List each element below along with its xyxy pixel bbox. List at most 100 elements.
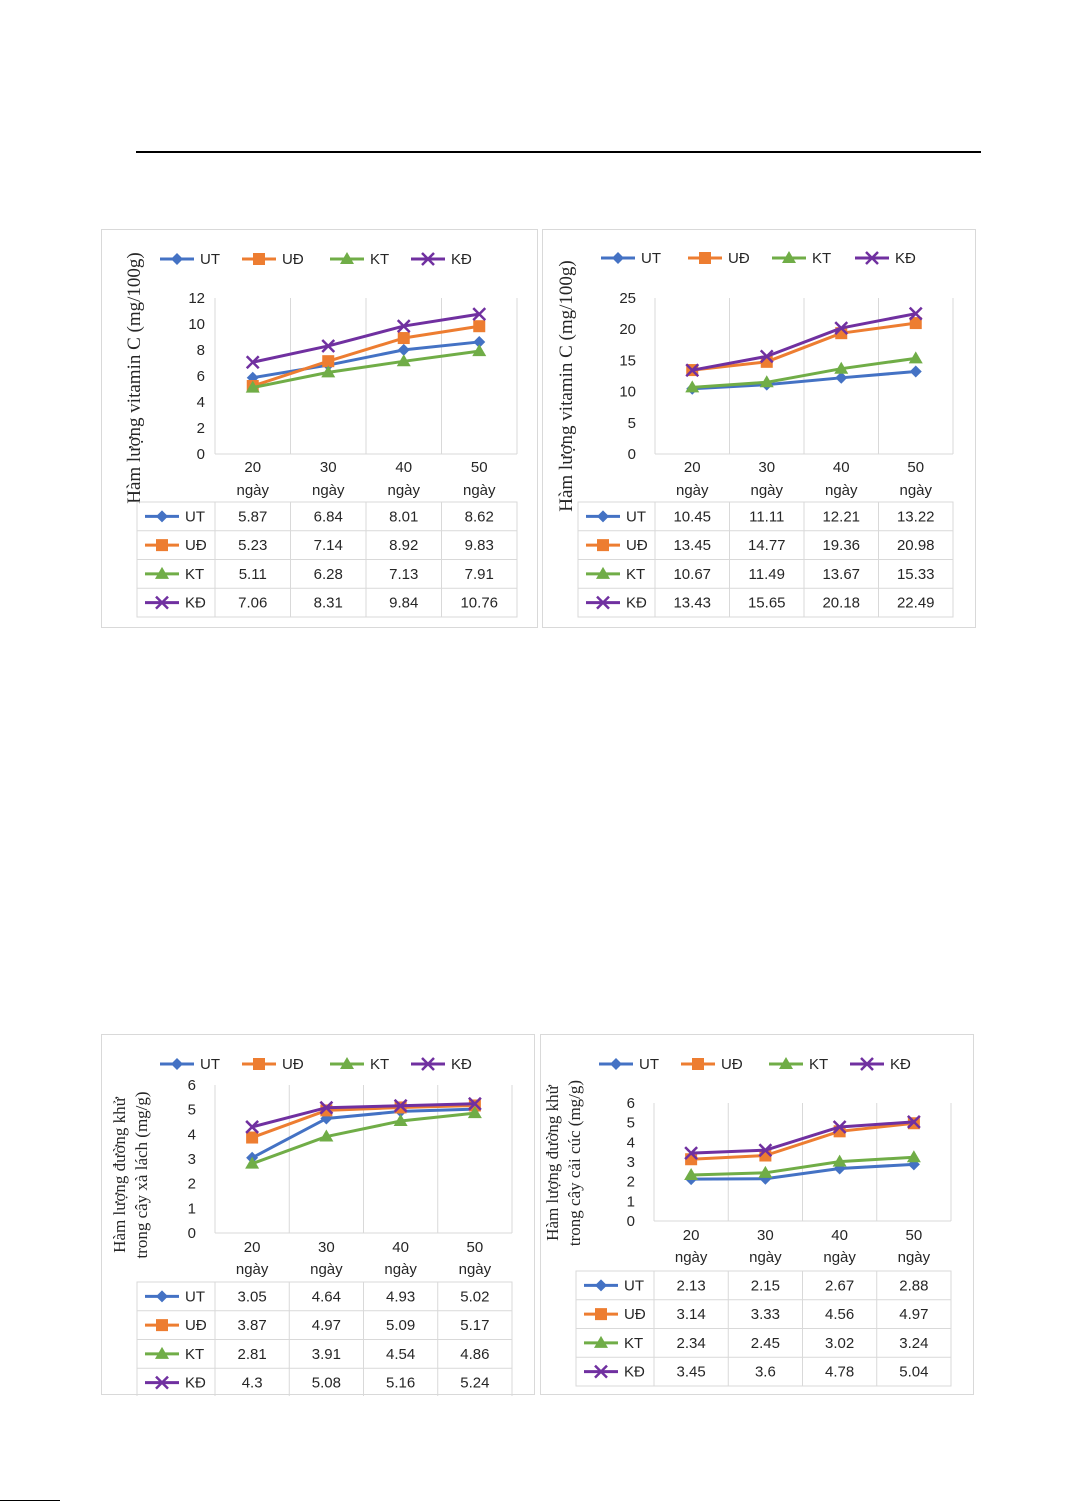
x-tick-label: 30: [757, 1227, 774, 1244]
legend-label: KĐ: [890, 1056, 911, 1073]
series-line-UĐ: [252, 324, 480, 388]
legend-item: UĐ: [242, 251, 304, 268]
legend-label: KĐ: [451, 251, 472, 268]
table-cell: 7.91: [465, 566, 494, 583]
x-tick-label: 50: [471, 459, 488, 476]
series-line-KT: [691, 1155, 914, 1177]
data-point: [322, 355, 335, 368]
legend-label: KĐ: [895, 250, 916, 267]
data-point: [473, 335, 486, 348]
y-axis-title: Hàm lượng vitamin C (mg/100g): [124, 252, 145, 504]
data-table: UT 5.87 6.84 8.01 8.62 UĐ 5.23 7.14 8.92 9.83 KT 5.…: [136, 501, 518, 618]
x-tick-label: ngày: [236, 1261, 269, 1278]
y-axis-title-line: Hàm lượng vitamin C (mg/100g): [124, 252, 145, 504]
y-tick-label: 0: [627, 1213, 635, 1230]
data-point: [321, 365, 336, 378]
legend-item: KĐ: [855, 250, 916, 267]
table-cell: 4.97: [312, 1317, 341, 1334]
data-point: [908, 351, 923, 364]
x-tick-label: ngày: [898, 1249, 931, 1266]
legend-marker: [340, 252, 354, 264]
table-row: UT 2.13 2.15 2.67 2.88: [584, 1277, 928, 1294]
x-tick-label: 40: [392, 1239, 409, 1256]
data-point: [319, 1100, 334, 1115]
y-tick-label: 6: [627, 1095, 635, 1112]
data-point: [685, 363, 700, 378]
legend-marker: [595, 1308, 607, 1321]
legend-marker: [171, 1058, 183, 1070]
data-table: UT 10.45 11.11 12.21 13.22 UĐ 13.45 14.77 19.36 2…: [577, 501, 954, 618]
legend-marker: [421, 252, 435, 266]
table-cell: 5.02: [460, 1288, 489, 1305]
table-cell: 10.45: [673, 508, 711, 525]
x-tick-label: 20: [683, 1227, 700, 1244]
data-point: [472, 344, 487, 357]
legend-marker: [156, 1290, 168, 1303]
x-categories: 20 ngày 30 ngày 40 ngày 50 ngày: [675, 1227, 931, 1266]
table-row: UT 3.05 4.64 4.93 5.02: [145, 1288, 489, 1305]
table-series-key: UT: [624, 1277, 644, 1294]
series-line-KĐ: [691, 1120, 914, 1155]
x-tick-label: 40: [833, 459, 850, 476]
legend-label: KT: [812, 250, 831, 267]
table-row: UĐ 3.87 4.97 5.09 5.17: [145, 1317, 489, 1334]
table-cell: 14.77: [748, 537, 786, 554]
table-series-key: KT: [185, 566, 204, 583]
x-tick-label: ngày: [310, 1261, 343, 1278]
legend-label: KT: [809, 1056, 828, 1073]
legend-marker: [692, 1058, 704, 1070]
data-table: UT 3.05 4.64 4.93 5.02 UĐ 3.87 4.97 5.09 5.17 KT 2.…: [136, 1281, 513, 1396]
table-cell: 9.84: [389, 595, 418, 612]
y-tick-label: 6: [188, 1077, 196, 1094]
y-tick-label: 20: [619, 321, 636, 338]
data-point: [758, 1143, 773, 1158]
legend: UT UĐ KT KĐ: [599, 1056, 911, 1073]
plot-area: [684, 1114, 921, 1186]
chart-svg: UT UĐ KT KĐ 0 5 10 15 20 25 Hàm lượng vitamin C (m…: [556, 250, 954, 618]
table-series-key: KT: [185, 1346, 204, 1363]
legend-marker: [779, 1057, 793, 1069]
table-cell: 5.24: [460, 1375, 489, 1392]
legend-label: UĐ: [282, 1056, 304, 1073]
legend-marker: [860, 1057, 874, 1071]
table-row: KĐ 13.43 15.65 20.18 22.49: [586, 595, 935, 612]
legend-marker: [865, 251, 879, 265]
x-tick-label: 20: [244, 1239, 261, 1256]
data-point: [396, 319, 411, 333]
legend-item: KT: [772, 250, 831, 267]
legend: UT UĐ KT KĐ: [601, 250, 916, 267]
legend-item: KĐ: [411, 1056, 472, 1073]
legend-item: KĐ: [411, 251, 472, 268]
table-cell: 5.17: [460, 1317, 489, 1334]
table-cell: 2.45: [751, 1335, 780, 1352]
legend-marker: [594, 1335, 608, 1348]
table-cell: 3.33: [751, 1306, 780, 1323]
x-tick-label: 30: [758, 459, 775, 476]
table-cell: 3.45: [677, 1364, 706, 1381]
series-line-UT: [252, 340, 480, 380]
y-tick-label: 5: [628, 415, 636, 432]
legend-label: KT: [370, 251, 389, 268]
table-row: KT 2.34 2.45 3.02 3.24: [584, 1335, 928, 1352]
series-line-KĐ: [691, 312, 917, 372]
table-series-key: UĐ: [624, 1306, 646, 1323]
table-cell: 13.43: [673, 595, 711, 612]
data-point: [320, 1112, 333, 1125]
x-tick-label: ngày: [463, 482, 496, 499]
legend-marker: [155, 595, 169, 610]
gridlines: [214, 298, 518, 455]
table-cell: 19.36: [822, 537, 860, 554]
table-row: UT 5.87 6.84 8.01 8.62: [145, 508, 494, 525]
page-edge-mark: [0, 1500, 60, 1501]
table-cell: 13.67: [822, 566, 860, 583]
x-tick-label: ngày: [236, 482, 269, 499]
legend-label: KT: [370, 1056, 389, 1073]
table-cell: 3.02: [825, 1335, 854, 1352]
table-cell: 5.09: [386, 1317, 415, 1334]
data-point: [835, 371, 848, 384]
table-row: KT 2.81 3.91 4.54 4.86: [145, 1346, 489, 1363]
legend-item: UĐ: [688, 250, 750, 267]
data-point: [245, 1120, 260, 1134]
table-series-key: UT: [626, 508, 646, 525]
chart-svg: UT UĐ KT KĐ 0 1 2 3 4 5 6 Hàm lượng đường khử trong …: [110, 1056, 513, 1396]
